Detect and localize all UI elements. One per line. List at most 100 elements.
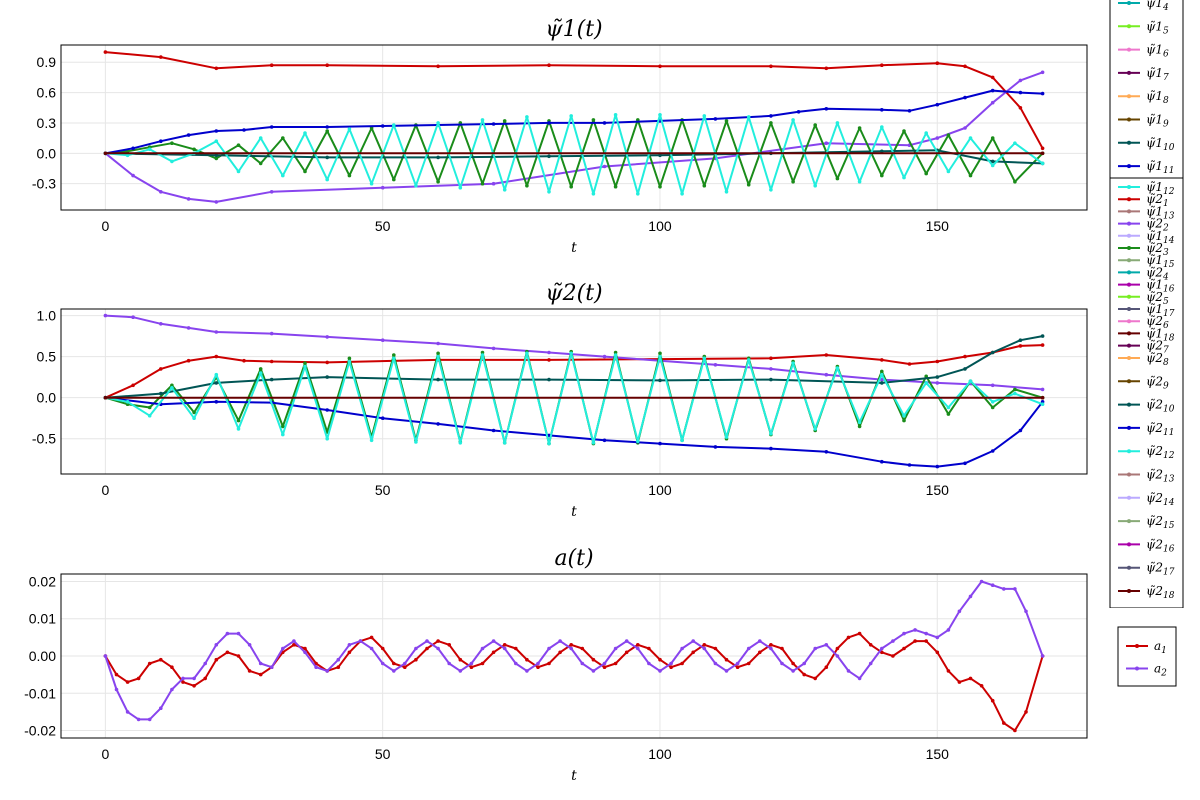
data-point xyxy=(713,445,718,449)
data-point xyxy=(125,400,130,404)
data-point xyxy=(569,114,573,118)
series-group xyxy=(103,579,1045,733)
legend-marker xyxy=(1127,1,1131,5)
data-point xyxy=(835,366,840,370)
data-point xyxy=(436,121,440,125)
data-point xyxy=(336,657,341,662)
data-point xyxy=(325,63,330,67)
data-point xyxy=(159,322,163,326)
data-point xyxy=(791,669,795,673)
data-point xyxy=(880,650,884,655)
data-point xyxy=(813,646,817,651)
data-point xyxy=(436,422,440,426)
legend-marker xyxy=(1127,94,1131,99)
data-point xyxy=(658,378,662,383)
data-point xyxy=(613,646,618,651)
data-point xyxy=(946,628,951,632)
legend-marker xyxy=(1127,70,1131,75)
data-point xyxy=(946,669,951,673)
data-point xyxy=(159,367,163,371)
data-point xyxy=(214,139,219,143)
data-point xyxy=(935,464,940,469)
data-point xyxy=(1018,338,1023,343)
data-point xyxy=(192,416,196,421)
data-point xyxy=(114,687,119,692)
data-point xyxy=(203,676,207,681)
data-point xyxy=(258,367,263,371)
data-point xyxy=(480,661,485,666)
data-point xyxy=(724,190,729,194)
data-point xyxy=(702,356,707,361)
data-point xyxy=(1002,587,1006,591)
data-point xyxy=(902,175,906,180)
legend-label: ψ̃14 xyxy=(1146,0,1169,13)
data-point xyxy=(392,177,396,182)
data-point xyxy=(963,367,967,371)
data-point xyxy=(990,583,995,587)
data-point xyxy=(358,639,363,643)
data-point xyxy=(769,367,773,371)
data-point xyxy=(170,141,174,145)
data-point xyxy=(702,114,707,118)
data-point xyxy=(103,151,108,156)
y-tick-label: 0.3 xyxy=(37,115,57,131)
data-point xyxy=(242,358,246,363)
data-point xyxy=(325,436,330,441)
data-point xyxy=(436,64,440,69)
data-point xyxy=(813,123,817,127)
data-point xyxy=(824,141,829,145)
data-point xyxy=(658,113,662,117)
data-point xyxy=(525,115,529,119)
data-point xyxy=(769,188,773,192)
data-point xyxy=(824,665,829,669)
legend-psi: ψ̃14ψ̃15ψ̃16ψ̃17ψ̃18ψ̃19ψ̃110ψ̃111ψ̃112ψ… xyxy=(1109,0,1184,608)
data-point xyxy=(824,450,829,454)
x-tick-label: 0 xyxy=(101,746,109,762)
data-point xyxy=(347,643,352,647)
data-point xyxy=(880,125,884,129)
data-point xyxy=(159,139,163,143)
data-point xyxy=(891,654,895,658)
data-point xyxy=(547,190,551,194)
data-point xyxy=(380,661,385,666)
data-point xyxy=(281,432,285,437)
data-point xyxy=(447,643,452,647)
data-point xyxy=(968,379,973,384)
data-point xyxy=(957,680,962,684)
legend-marker xyxy=(1127,402,1131,407)
data-point xyxy=(258,661,263,666)
data-point xyxy=(946,405,951,410)
data-point xyxy=(236,143,241,147)
data-point xyxy=(935,102,940,107)
data-point xyxy=(214,643,219,647)
data-point xyxy=(990,88,995,93)
data-point xyxy=(491,650,496,655)
data-point xyxy=(131,315,135,320)
data-point xyxy=(913,639,917,643)
data-point xyxy=(746,646,751,651)
data-point xyxy=(990,400,995,404)
data-point xyxy=(857,676,862,681)
legend-marker xyxy=(1127,307,1131,311)
data-point xyxy=(125,710,130,714)
legend-marker xyxy=(1127,164,1131,169)
data-point xyxy=(1024,710,1028,714)
data-point xyxy=(147,413,152,418)
data-point xyxy=(525,657,529,662)
data-point xyxy=(924,631,928,636)
y-tick-label: 0.5 xyxy=(37,349,57,365)
data-point xyxy=(192,676,196,681)
data-point xyxy=(780,661,784,666)
data-point xyxy=(624,639,629,643)
data-point xyxy=(325,155,330,160)
data-point xyxy=(791,118,795,122)
data-point xyxy=(214,66,219,71)
data-point xyxy=(813,427,817,431)
data-point xyxy=(963,461,967,466)
data-point xyxy=(1013,728,1017,733)
legend-marker xyxy=(1127,356,1131,360)
data-point xyxy=(902,418,906,423)
data-point xyxy=(547,441,551,446)
data-point xyxy=(136,717,141,722)
